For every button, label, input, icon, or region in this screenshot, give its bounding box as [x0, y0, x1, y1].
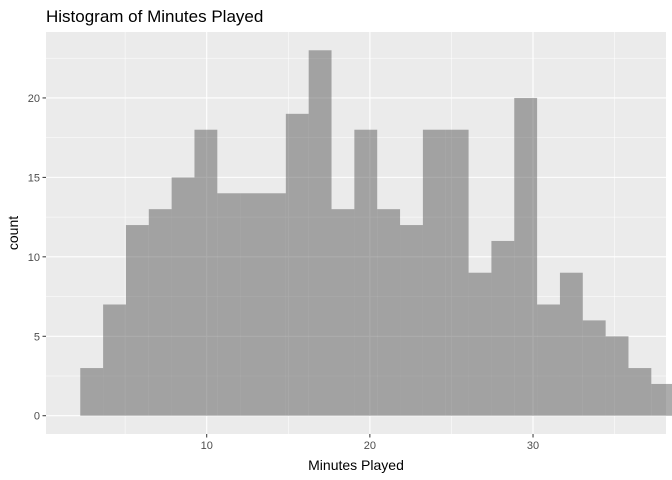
histogram-bars	[80, 50, 672, 416]
histogram-bar	[491, 240, 515, 416]
chart-title: Histogram of Minutes Played	[46, 7, 263, 26]
x-tick-label: 20	[364, 440, 376, 452]
histogram-bar	[263, 193, 286, 416]
histogram-bar	[80, 368, 104, 416]
histogram-bar	[148, 209, 172, 416]
histogram-bar	[628, 368, 652, 416]
histogram-bar	[331, 209, 355, 416]
histogram-bar	[422, 129, 446, 416]
histogram-bar	[651, 383, 672, 416]
histogram-bar	[445, 129, 469, 416]
histogram-bar	[537, 304, 560, 416]
histogram-bar	[468, 272, 492, 416]
histogram-bar	[605, 336, 629, 416]
x-tick-label: 30	[527, 440, 539, 452]
x-tick-label: 10	[201, 440, 213, 452]
histogram-bar	[514, 97, 538, 416]
y-tick-label: 15	[28, 172, 40, 184]
histogram-bar	[171, 177, 195, 416]
histogram-bar	[217, 193, 241, 416]
histogram-bar	[559, 272, 583, 416]
histogram-bar	[125, 225, 149, 416]
histogram-bar	[194, 129, 218, 416]
histogram-bar	[354, 129, 378, 416]
histogram-bar	[308, 50, 332, 416]
y-tick-label: 0	[34, 411, 40, 423]
histogram-bar	[582, 320, 606, 416]
y-tick-label: 20	[28, 93, 40, 105]
histogram-bar	[240, 193, 263, 416]
histogram-bar	[377, 209, 401, 416]
x-axis-title: Minutes Played	[308, 457, 404, 473]
y-axis-title: count	[5, 216, 21, 250]
histogram-bar	[103, 304, 126, 416]
x-axis-ticks: 10 20 30	[201, 434, 539, 452]
y-tick-label: 5	[34, 331, 40, 343]
y-axis-ticks: 0 5 10 15 20	[28, 93, 46, 423]
histogram-bar	[285, 113, 309, 416]
histogram-bar	[400, 225, 423, 416]
y-tick-label: 10	[28, 252, 40, 264]
